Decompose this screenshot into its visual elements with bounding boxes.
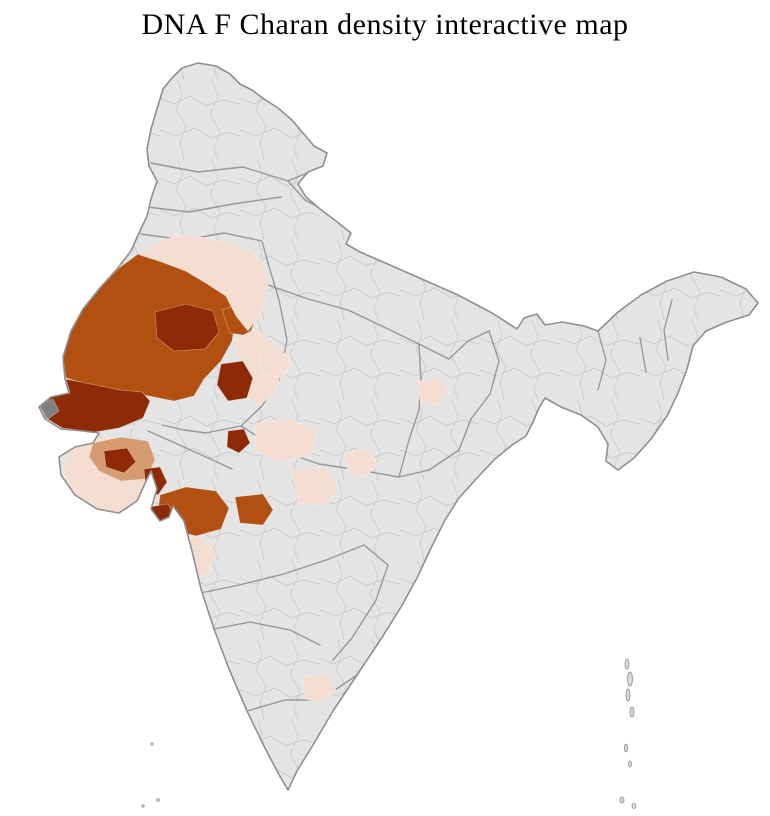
islands[interactable] — [141, 658, 637, 809]
island[interactable] — [624, 658, 630, 670]
district-region-r15[interactable] — [254, 418, 317, 463]
island[interactable] — [150, 742, 154, 746]
district-region-r22[interactable] — [257, 347, 293, 379]
district-region-r11[interactable] — [226, 428, 251, 454]
island[interactable] — [628, 760, 632, 768]
district-region-r17[interactable] — [417, 378, 450, 405]
island[interactable] — [627, 671, 633, 687]
district-mesh-texture — [39, 63, 758, 790]
island[interactable] — [631, 803, 637, 809]
district-region-r21[interactable] — [39, 398, 60, 420]
district-region-r16[interactable] — [291, 466, 340, 507]
island[interactable] — [629, 706, 635, 718]
district-region-r4[interactable] — [139, 233, 269, 332]
island[interactable] — [624, 743, 628, 753]
island[interactable] — [619, 796, 625, 804]
district-region-r14[interactable] — [234, 493, 274, 526]
district-region-r20[interactable] — [517, 443, 550, 470]
district-region-r19[interactable] — [301, 673, 337, 704]
district-region-r5[interactable] — [231, 329, 284, 407]
island[interactable] — [625, 688, 631, 702]
district-region-r9[interactable] — [103, 447, 137, 474]
island[interactable] — [141, 804, 145, 808]
district-region-r23[interactable] — [344, 448, 378, 478]
island[interactable] — [156, 798, 160, 802]
map-title: DNA F Charan density interactive map — [141, 8, 629, 41]
district-region-r2[interactable] — [154, 303, 220, 352]
